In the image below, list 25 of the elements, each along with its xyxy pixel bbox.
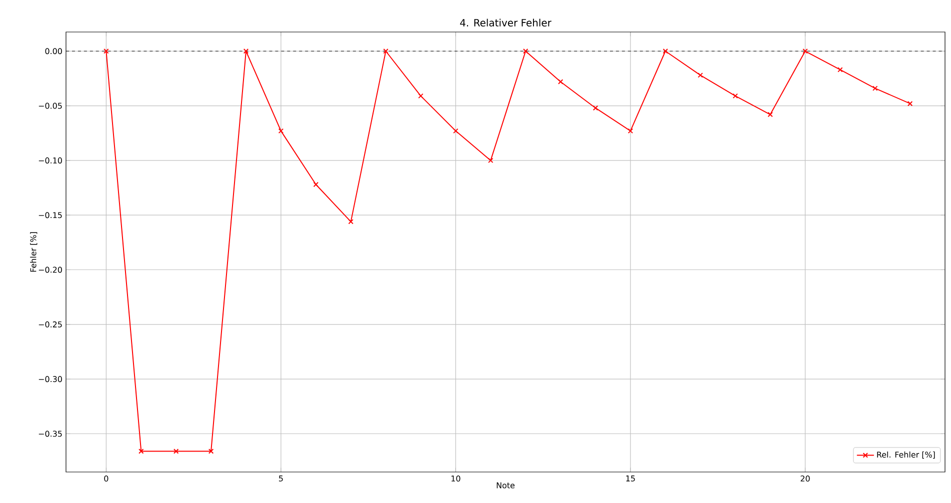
point bbox=[872, 86, 878, 91]
point bbox=[278, 128, 284, 134]
point bbox=[243, 48, 249, 54]
point bbox=[558, 79, 564, 84]
point bbox=[138, 448, 144, 454]
point bbox=[628, 128, 634, 134]
point bbox=[592, 105, 598, 111]
point bbox=[522, 48, 528, 54]
point bbox=[662, 48, 668, 54]
point bbox=[838, 67, 843, 72]
point bbox=[348, 219, 354, 224]
point bbox=[802, 48, 808, 54]
point bbox=[732, 93, 738, 99]
point bbox=[173, 448, 179, 454]
point bbox=[907, 100, 913, 106]
point bbox=[208, 448, 214, 454]
chart-title: 4. Relativer Fehler bbox=[460, 18, 552, 26]
point bbox=[418, 93, 424, 99]
point bbox=[313, 182, 319, 188]
point bbox=[768, 112, 773, 118]
point bbox=[453, 128, 458, 134]
point bbox=[383, 48, 388, 54]
point bbox=[488, 158, 494, 164]
point bbox=[104, 48, 109, 54]
point bbox=[698, 72, 703, 78]
